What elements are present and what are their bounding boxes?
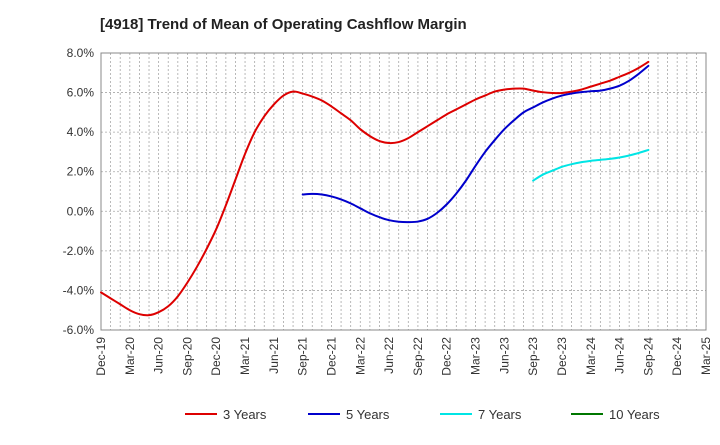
x-tick-label: Jun-24 (613, 337, 627, 374)
x-tick-label: Mar-22 (353, 337, 367, 375)
legend-label: 7 Years (478, 407, 522, 422)
x-tick-label: Mar-20 (123, 337, 137, 375)
x-tick-label: Sep-21 (296, 337, 310, 376)
legend: 3 Years 5 Years 7 Years 10 Years (185, 407, 660, 422)
x-tick-label: Jun-21 (267, 337, 281, 374)
series-line-7-years (532, 148, 650, 182)
y-tick-label: -2.0% (63, 244, 95, 258)
x-tick-label: Jun-23 (497, 337, 511, 374)
series-layer (100, 60, 650, 317)
y-tick-label: 0.0% (67, 204, 95, 218)
plot-border (100, 52, 707, 331)
plot-area (101, 53, 706, 330)
legend-label: 10 Years (609, 407, 660, 422)
x-tick-label: Mar-24 (584, 337, 598, 375)
x-tick-label: Dec-23 (555, 337, 569, 376)
series-line-5-years (301, 64, 650, 224)
legend-label: 5 Years (346, 407, 390, 422)
axis-layer: 8.0% 6.0% 4.0% 2.0% 0.0% -2.0% -4.0% -6.0%Dec-1… (63, 46, 713, 376)
y-tick-label: 2.0% (67, 165, 95, 179)
x-tick-label: Mar-21 (238, 337, 252, 375)
x-tick-label: Sep-24 (641, 337, 655, 376)
x-tick-label: Dec-19 (94, 337, 108, 376)
x-tick-label: Dec-20 (209, 337, 223, 376)
y-tick-label: -4.0% (63, 283, 95, 297)
x-tick-label: Mar-25 (699, 337, 713, 375)
series-line-3-years (100, 60, 650, 317)
x-tick-label: Mar-23 (469, 337, 483, 375)
x-tick-label: Sep-20 (180, 337, 194, 376)
x-tick-label: Jun-22 (382, 337, 396, 374)
x-tick-label: Dec-24 (670, 337, 684, 376)
y-tick-label: 8.0% (67, 46, 95, 60)
x-tick-label: Sep-22 (411, 337, 425, 376)
y-tick-label: 4.0% (67, 125, 95, 139)
x-tick-label: Dec-21 (324, 337, 338, 376)
x-tick-label: Jun-20 (152, 337, 166, 374)
y-tick-label: -6.0% (63, 323, 95, 337)
x-tick-label: Dec-22 (440, 337, 454, 376)
y-tick-label: 6.0% (67, 86, 95, 100)
chart-title: [4918] Trend of Mean of Operating Cashfl… (100, 16, 467, 33)
legend-label: 3 Years (223, 407, 267, 422)
x-tick-label: Sep-23 (526, 337, 540, 376)
grid-layer (100, 52, 707, 331)
